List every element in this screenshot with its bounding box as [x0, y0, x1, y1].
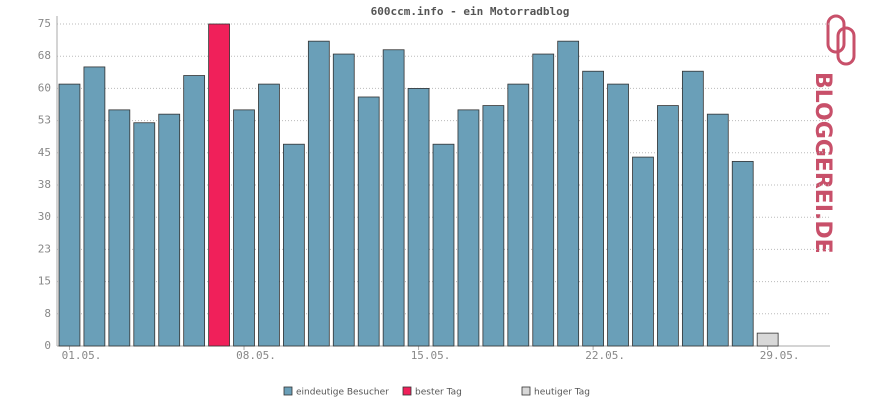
bar: [208, 23, 230, 347]
bar: [756, 332, 779, 347]
x-tick-label: 15.05.: [411, 349, 451, 362]
legend-label: eindeutige Besucher: [296, 388, 389, 398]
y-tick-label: 75: [38, 17, 51, 30]
y-tick-label: 38: [38, 178, 51, 191]
bar: [108, 109, 131, 347]
y-tick-label: 15: [38, 275, 51, 288]
y-tick-label: 30: [38, 210, 51, 223]
bar: [731, 160, 754, 347]
legend-label: bester Tag: [415, 388, 462, 398]
x-tick-label: 08.05.: [236, 349, 276, 362]
bar: [158, 113, 181, 347]
bar: [332, 53, 355, 347]
brand-text: BLOGGEREI.DE: [810, 72, 835, 254]
bar: [681, 70, 704, 347]
bar: [58, 83, 81, 347]
y-tick-label: 0: [44, 339, 51, 352]
bar: [507, 83, 530, 347]
y-tick-label: 60: [38, 81, 51, 94]
y-tick-label: 45: [38, 146, 51, 159]
legend-label: heutiger Tag: [534, 388, 590, 398]
bar: [307, 40, 330, 347]
bar: [233, 109, 255, 347]
bar: [657, 105, 679, 347]
y-tick-label: 53: [38, 114, 51, 127]
bar: [706, 113, 729, 347]
y-tick-label: 23: [38, 242, 51, 255]
bar: [83, 66, 106, 347]
bar: [283, 143, 305, 347]
legend-swatch: [283, 386, 293, 396]
bar: [532, 53, 555, 347]
bar: [457, 109, 480, 347]
bar: [183, 75, 206, 347]
y-tick-label: 68: [38, 49, 51, 62]
bar: [432, 143, 455, 347]
y-tick-label: 8: [44, 307, 51, 320]
bar: [632, 156, 654, 347]
x-tick-label: 29.05.: [760, 349, 800, 362]
legend-swatch: [521, 386, 531, 396]
bar: [582, 70, 604, 347]
bar: [407, 88, 430, 347]
bar: [482, 105, 505, 347]
legend-swatch: [402, 386, 412, 396]
bar: [258, 83, 280, 347]
brand-logo: BLOGGEREI.DE: [810, 72, 835, 254]
x-tick-label: 22.05.: [585, 349, 625, 362]
bar: [607, 83, 629, 347]
bar: [133, 122, 156, 347]
bar: [357, 96, 380, 347]
bar: [382, 49, 405, 347]
x-tick-label: 01.05.: [62, 349, 102, 362]
brand-icon: [826, 14, 856, 66]
chart-title: 600ccm.info - ein Motorradblog: [371, 5, 570, 18]
bar: [557, 40, 580, 347]
